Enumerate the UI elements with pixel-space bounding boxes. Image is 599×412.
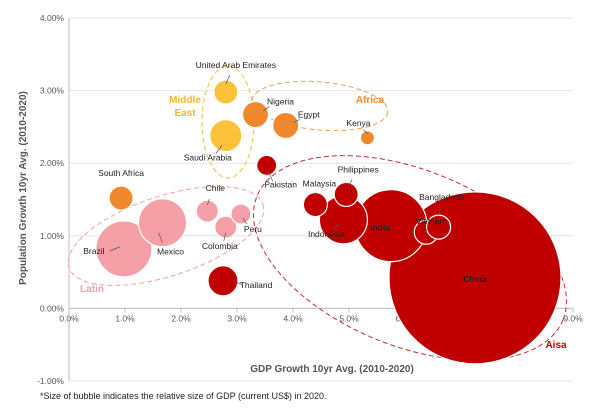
bubbles (95, 79, 562, 365)
point-label-vietnam: Vietnam (416, 216, 447, 226)
y-tick-label: 1.00% (40, 231, 65, 241)
point-label-bangladesh: Bangladesh (419, 192, 464, 202)
point-label-united-arab-emirates: United Arab Emirates (196, 60, 276, 70)
group-labels: Latin Middle East Africa Aisa (80, 95, 567, 351)
bubble-thailand (207, 265, 239, 297)
x-tick-label: 3.0% (227, 313, 247, 323)
point-label-china: China (463, 274, 487, 284)
group-label-latin: Latin (80, 284, 104, 295)
leader-thailand (232, 280, 244, 286)
point-label-nigeria: Nigeria (267, 97, 294, 107)
bubble-saudi-arabia (209, 119, 243, 153)
point-label-pakistan: Pakistan (264, 179, 297, 189)
x-tick-label: 1.0% (115, 313, 135, 323)
y-tick-label: 3.00% (40, 86, 65, 96)
y-tick-label: 0.00% (40, 303, 65, 313)
x-axis-title: GDP Growth 10yr Avg. (2010-2020) (250, 364, 414, 375)
group-label-africa: Africa (356, 95, 385, 106)
africa-group-ellipse (251, 80, 389, 132)
bubble-united-arab-emirates (213, 79, 239, 105)
leader-nigeria (263, 106, 270, 111)
point-label-chile: Chile (206, 183, 226, 193)
point-label-brazil: Brazil (83, 246, 104, 256)
leader-united-arab-emirates (225, 74, 231, 85)
leader-pakistan (268, 171, 274, 182)
point-labels: Brazil Mexico Chile Colombia Peru United Arab… (83, 60, 487, 290)
bubble-brazil (95, 220, 153, 278)
label-leader-lines (109, 74, 441, 286)
leader-egypt (293, 119, 300, 123)
y-axis-title: Population Growth 10yr Avg. (2010-2020) (18, 91, 29, 285)
leader-saudi-arabia (215, 145, 223, 154)
bubble-chile (195, 199, 219, 223)
point-label-colombia: Colombia (202, 241, 238, 251)
x-tick-label: 9.0% (563, 313, 583, 323)
bubble-south-africa (108, 185, 134, 211)
point-label-mexico: Mexico (157, 247, 184, 257)
group-label-aisa: Aisa (545, 340, 567, 351)
point-label-malaysia: Malaysia (303, 179, 337, 189)
point-label-kenya: Kenya (346, 118, 370, 128)
point-label-thailand: Thailand (240, 280, 273, 290)
leader-philippines (347, 179, 353, 187)
leader-mexico (158, 232, 163, 243)
group-label-middle-east: Middle East (169, 95, 201, 119)
point-label-south-africa: South Africa (98, 168, 144, 178)
point-label-indonesia: Indonesia (308, 229, 345, 239)
point-label-egypt: Egypt (298, 109, 320, 119)
leader-colombia (223, 233, 227, 242)
leader-indonesia (333, 223, 340, 231)
leader-vietnam (424, 227, 429, 233)
leader-bangladesh (438, 207, 441, 216)
bubble-kenya (359, 130, 376, 146)
axes: -1.00%0.00%1.00%2.00%3.00%4.00%0.0% 1.0% 2… (37, 13, 583, 386)
latin-group-ellipse (67, 186, 265, 286)
x-tick-label: 2.0% (171, 313, 191, 323)
bubble-pakistan (256, 154, 278, 176)
point-label-philippines: Philippines (338, 164, 379, 174)
bubble-nigeria (241, 100, 270, 129)
point-label-peru: Peru (244, 224, 262, 234)
y-tick-label: 2.00% (40, 158, 65, 168)
point-label-saudi-arabia: Saudi Arabia (184, 153, 232, 163)
bubble-egypt (272, 111, 300, 140)
footnote: *Size of bubble indicates the relative s… (40, 391, 327, 401)
bubble-philippines (333, 181, 359, 208)
asia-group-ellipse (253, 155, 567, 361)
bubble-peru (230, 203, 252, 225)
leader-peru (242, 217, 248, 225)
y-tick-label: -1.00% (37, 376, 64, 386)
point-label-india: India (370, 223, 390, 233)
bubble-colombia (214, 215, 238, 239)
leader-brazil (109, 246, 121, 252)
x-tick-label: 4.0% (283, 313, 303, 323)
bubble-mexico (137, 198, 188, 248)
leader-chile (206, 199, 210, 206)
y-tick-label: 4.00% (40, 13, 65, 23)
leader-kenya (363, 129, 368, 135)
x-tick-label: 5.0% (339, 313, 359, 323)
